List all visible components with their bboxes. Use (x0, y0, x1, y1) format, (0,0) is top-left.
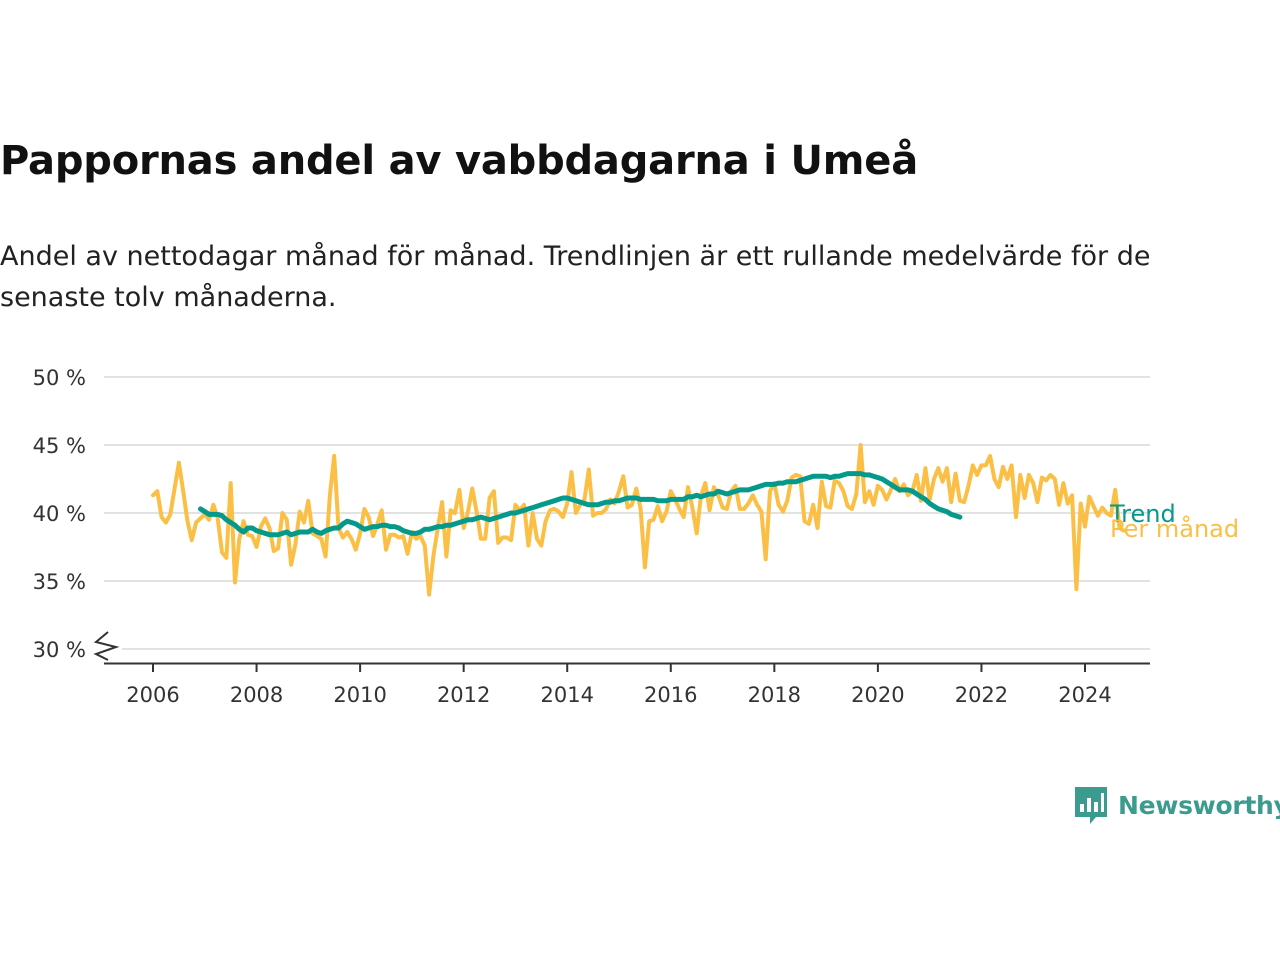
series-line-trend (198, 471, 963, 538)
x-tick-label: 2014 (540, 683, 593, 707)
series-labels: Trend Per månad (1109, 500, 1239, 543)
newsworthy-logo-text: Newsworthy (1118, 790, 1280, 820)
y-tick-label: 35 % (33, 570, 86, 594)
x-tick-label: 2024 (1058, 683, 1111, 707)
y-tick-label: 30 % (33, 638, 86, 662)
axis-break-symbol (93, 631, 120, 661)
x-ticks: 2006 2008 2010 2012 2014 2016 2018 2020 2022 2024 (126, 663, 1112, 707)
y-ticks: 30 % 35 % 40 % 45 % 50 % (33, 366, 86, 662)
series-label-per-manad: Per månad (1110, 514, 1239, 543)
y-tick-label: 45 % (33, 434, 86, 458)
x-tick-label: 2010 (333, 683, 386, 707)
x-tick-label: 2022 (955, 683, 1008, 707)
axes (93, 631, 1150, 665)
series-label-trend: Trend (1109, 500, 1176, 528)
x-tick-label: 2020 (851, 683, 904, 707)
series-line-per-m-nad (151, 443, 1126, 597)
y-tick-label: 40 % (33, 502, 86, 526)
x-tick-label: 2016 (644, 683, 697, 707)
newsworthy-logo-icon (1075, 787, 1107, 824)
y-tick-label: 50 % (33, 366, 86, 390)
series-lines (151, 443, 1126, 597)
gridlines (104, 376, 1150, 650)
chart-title: Pappornas andel av vabbdagarna i Umeå (0, 138, 918, 184)
newsworthy-logo: Newsworthy (1072, 784, 1280, 826)
chart-subtitle: Andel av nettodagar månad för månad. Tre… (0, 241, 1151, 313)
x-tick-label: 2018 (748, 683, 801, 707)
x-tick-label: 2012 (437, 683, 490, 707)
x-tick-label: 2008 (230, 683, 283, 707)
x-tick-label: 2006 (126, 683, 179, 707)
